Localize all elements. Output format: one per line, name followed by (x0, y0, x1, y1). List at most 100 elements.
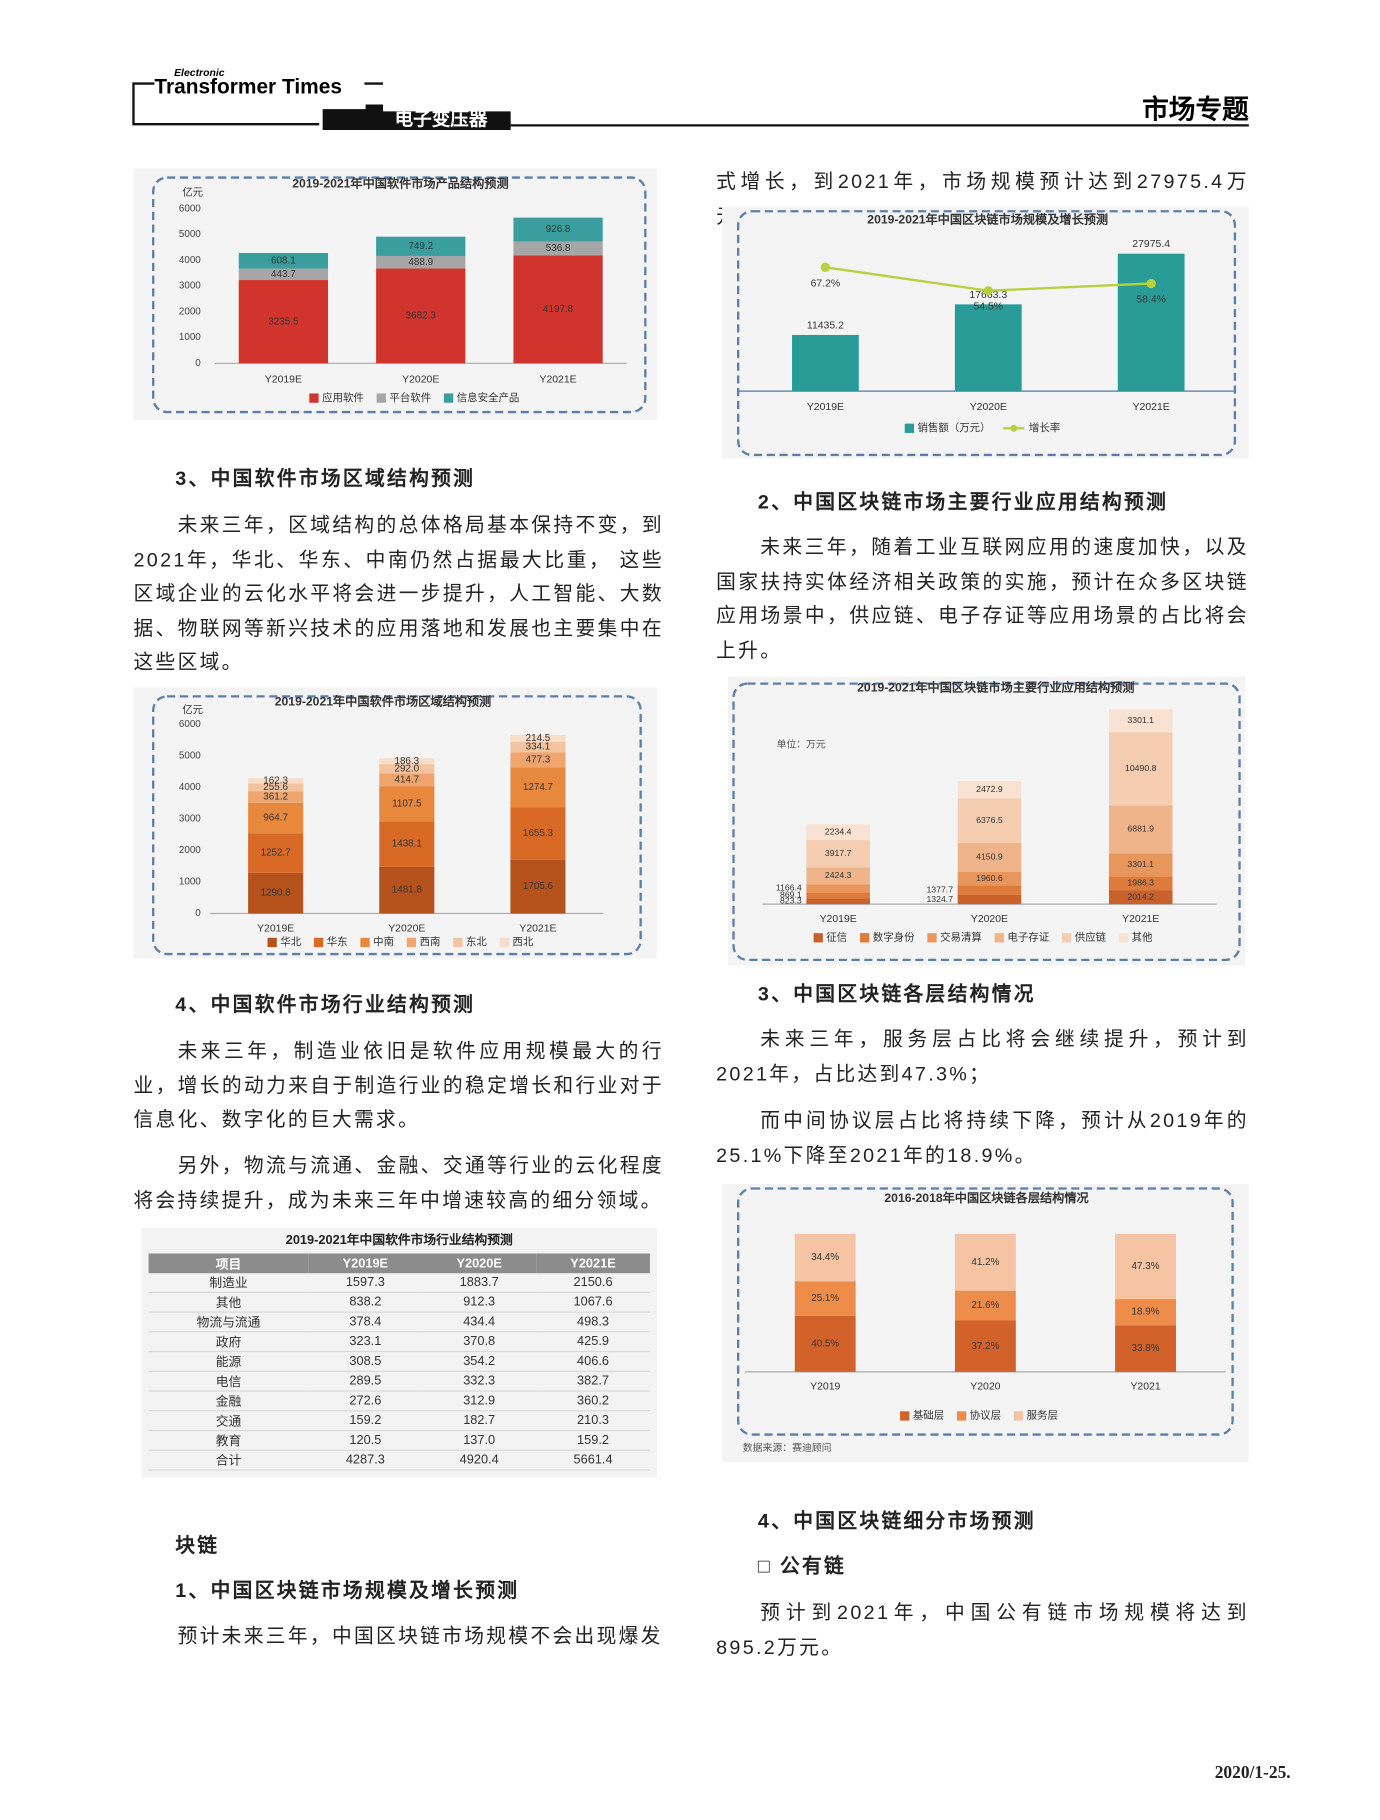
data-label: 1986.3 (1127, 877, 1154, 887)
table-row: 政府 323.1 370.8 425.9 (148, 1331, 650, 1353)
bar (1108, 876, 1173, 891)
x-tick-label: Y2019E (257, 923, 294, 934)
data-label: 2234.4 (825, 827, 852, 837)
bar (1108, 805, 1173, 854)
section-heading: 块链 (175, 1534, 220, 1557)
legend-swatch (1010, 424, 1018, 432)
data-label: 1960.6 (976, 873, 1003, 883)
legend-label: 应用软件 (322, 391, 364, 404)
y-tick-label: 6000 (179, 204, 201, 215)
table: 项目 Y2019E Y2020E Y2021E 制造业 1597.3 1883.7 2150.… (148, 1253, 650, 1471)
table-row: 教育 120.5 137.0 159.2 (148, 1430, 650, 1451)
table-row: 能源 308.5 354.2 406.6 (148, 1351, 650, 1372)
y-tick-label: 2000 (179, 845, 201, 856)
table-cell: 金融 (148, 1391, 309, 1412)
legend-swatch (900, 1411, 910, 1421)
bar (510, 767, 566, 808)
bar (806, 884, 870, 893)
bar (954, 1290, 1016, 1321)
data-label: 214.5 (526, 733, 551, 744)
bar (1108, 732, 1173, 806)
table-header-cell: Y2021E (536, 1253, 650, 1274)
legend-label: 信息安全产品 (457, 391, 520, 404)
paragraph: 未来三年，制造业依旧是软件应用规模最大的行业，增长的动力来自于制造行业的稳定增长… (133, 1039, 664, 1131)
y-tick-label: 0 (195, 908, 201, 919)
bar (1108, 853, 1173, 877)
y-tick-label: 6000 (179, 719, 201, 730)
bar (510, 752, 566, 768)
data-label: 869.1 (780, 890, 802, 900)
x-tick-label: Y2020E (971, 914, 1008, 925)
bar (510, 807, 566, 860)
legend-label: 数字身份 (873, 931, 915, 944)
bar (794, 1281, 856, 1316)
table-header-cell: 项目 (148, 1253, 309, 1274)
data-label: 414.7 (394, 775, 419, 786)
bar (1108, 890, 1173, 905)
y-tick-label: 3000 (179, 281, 201, 292)
chart-frame (737, 210, 1237, 457)
data-label: 1252.7 (261, 848, 291, 859)
masthead: Electronic Transformer Times 电子变压器 市场专题 (132, 68, 1249, 130)
legend-label: 征信 (826, 932, 847, 944)
bar (1108, 709, 1173, 733)
x-tick-label: Y2019E (807, 402, 844, 413)
section-heading: 3、中国区块链各层结构情况 (757, 983, 1036, 1006)
table-title: 2019-2021年中国软件市场行业结构预测 (285, 1233, 513, 1248)
data-label: 58.4% (1136, 295, 1166, 306)
legend-label: 其他 (1132, 931, 1153, 944)
data-label: 926.8 (546, 224, 571, 235)
bar (806, 867, 870, 885)
bar (376, 255, 466, 269)
data-label: 2472.9 (976, 784, 1003, 794)
table-cell: 2150.6 (536, 1273, 650, 1293)
x-tick-label: Y2021E (1122, 914, 1159, 925)
bar (379, 866, 435, 914)
bar (1115, 1299, 1176, 1326)
y-tick-label: 5000 (179, 750, 201, 761)
data-label: 3682.3 (406, 311, 437, 322)
brand-small: Electronic (174, 68, 225, 79)
bar (379, 758, 435, 765)
legend-label: 华东 (327, 935, 348, 948)
x-tick-label: Y2021E (1133, 402, 1170, 413)
legend-label: 协议层 (970, 1409, 1001, 1422)
table-row: 交通 159.2 182.7 210.3 (148, 1410, 650, 1432)
table-cell: 434.4 (422, 1312, 537, 1333)
table-row: 金融 272.6 312.9 360.2 (148, 1391, 650, 1412)
legend-label: 电子存证 (1007, 931, 1049, 944)
data-label: 67.2% (811, 278, 841, 289)
bar (510, 741, 566, 753)
data-label: 18.9% (1132, 1307, 1160, 1318)
bar (792, 334, 859, 392)
x-tick-label: Y2019 (810, 1382, 840, 1393)
data-label: 37.2% (971, 1341, 999, 1352)
bar (379, 821, 435, 867)
bar (376, 268, 466, 364)
table-cell: 159.2 (536, 1430, 650, 1451)
table-cell: 137.0 (422, 1430, 537, 1451)
paragraph: 未来三年，随着工业互联网应用的速度加快，以及国家扶持实体经济相关政策的实施，预计… (716, 536, 1249, 661)
data-label: 34.4% (811, 1252, 839, 1263)
line-point (820, 262, 831, 272)
data-label: 292.0 (394, 763, 419, 774)
legend-label: 服务层 (1027, 1409, 1058, 1422)
data-label: 2014.2 (1127, 891, 1154, 901)
bar (513, 241, 603, 256)
data-label: 361.2 (263, 792, 288, 803)
table-cell: 1597.3 (308, 1273, 423, 1293)
paragraph: 未来三年，区域结构的总体格局基本保持不变，到2021年，华北、华东、中南仍然占据… (133, 514, 664, 674)
chart-frame (152, 695, 642, 956)
y-tick-label: 4000 (179, 782, 201, 793)
bar (513, 255, 603, 364)
data-label: 1655.3 (523, 828, 554, 839)
footer: 2020/1-25. (1214, 1764, 1291, 1783)
legend-swatch (1061, 933, 1072, 943)
bar (1115, 1325, 1176, 1372)
data-label: 2424.3 (825, 870, 852, 880)
table-cell: 5661.4 (536, 1450, 650, 1471)
bar (248, 833, 304, 873)
table-cell: 498.3 (536, 1312, 650, 1333)
line-point (1146, 278, 1156, 289)
bar (510, 734, 566, 742)
